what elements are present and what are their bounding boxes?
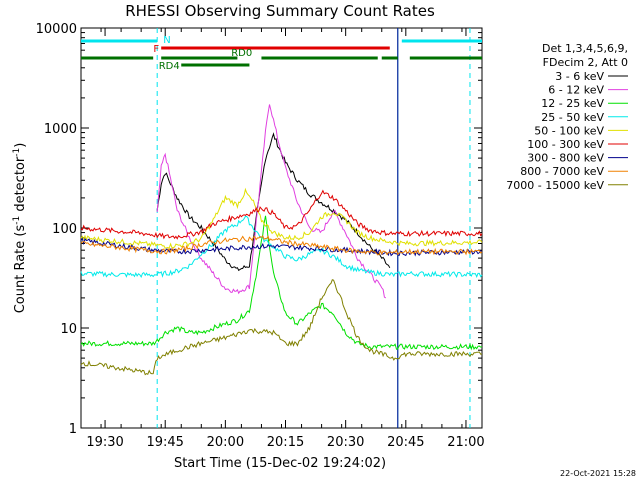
legend-label: 100 - 300 keV (527, 138, 604, 151)
flag-label: N (163, 35, 170, 46)
x-tick-label: 20:30 (327, 435, 364, 450)
footer-date: 22-Oct-2021 15:28 (560, 469, 636, 478)
x-tick-label: 20:00 (207, 435, 244, 450)
series-line (80, 279, 483, 376)
legend-label: 3 - 6 keV (555, 70, 604, 83)
series-line (156, 104, 387, 299)
x-tick-label: 19:45 (146, 435, 183, 450)
legend-label: 25 - 50 keV (541, 111, 604, 124)
y-axis-label: Count Rate (s-1 detector-1) (12, 143, 28, 314)
x-axis-label: Start Time (15-Dec-02 19:24:02) (174, 456, 386, 471)
x-tick-label: 20:45 (387, 435, 424, 450)
plot-frame (80, 27, 483, 429)
y-tick-label: 10 (60, 322, 77, 337)
flag-label: RD4 (159, 61, 180, 72)
y-tick-label: 1 (69, 422, 77, 437)
legend-label: 50 - 100 keV (534, 124, 604, 137)
series-line (80, 189, 483, 240)
series-line (80, 187, 483, 249)
legend-header-line-1: Det 1,3,4,5,6,9, (542, 42, 628, 55)
y-tick-label: 1000 (44, 122, 77, 137)
legend-header-line-2: FDecim 2, Att 0 (543, 56, 628, 69)
x-tick-label: 19:30 (86, 435, 123, 450)
series-line (156, 132, 391, 272)
legend-label: 7000 - 15000 keV (506, 179, 604, 192)
y-tick-label: 100 (52, 222, 77, 237)
flag-label: RD0 (231, 48, 252, 59)
x-tick-label: 20:15 (267, 435, 304, 450)
series-line (80, 234, 483, 256)
series-line (80, 216, 483, 279)
series-line (80, 215, 483, 351)
legend-label: 300 - 800 keV (527, 152, 604, 165)
chart-title: RHESSI Observing Summary Count Rates (125, 2, 435, 20)
legend-label: 6 - 12 keV (548, 84, 604, 97)
x-tick-label: 21:00 (447, 435, 484, 450)
series-line (80, 237, 483, 257)
flag-label: F (153, 44, 159, 55)
y-tick-label: 10000 (36, 22, 77, 37)
legend-label: 12 - 25 keV (541, 97, 604, 110)
legend-label: 800 - 7000 keV (520, 165, 604, 178)
